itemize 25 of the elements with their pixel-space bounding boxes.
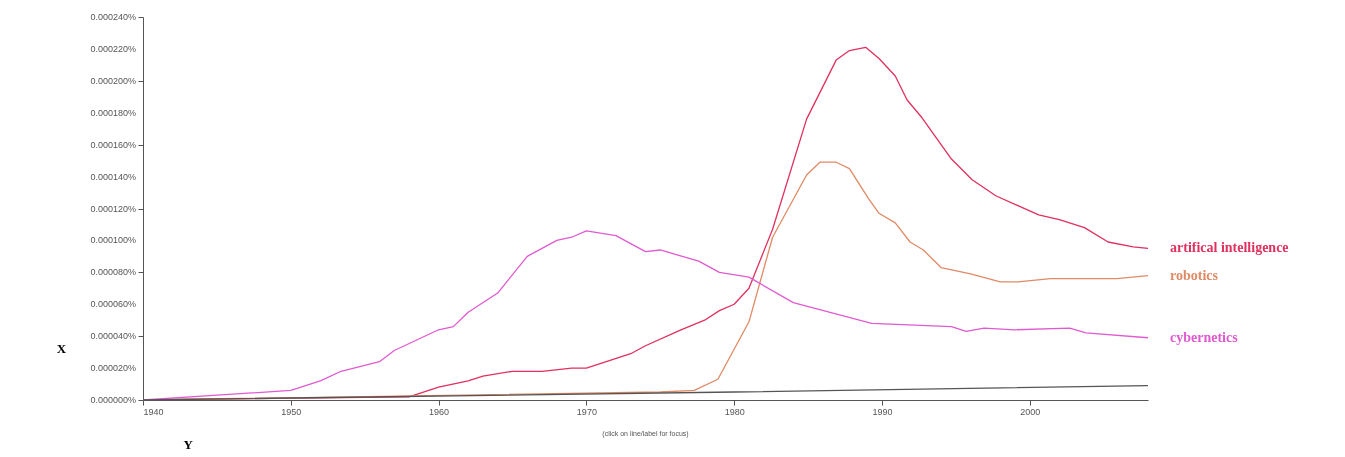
y-tick-label: 0.000000% — [90, 395, 136, 405]
y-tick-label: 0.000040% — [90, 331, 136, 342]
y-tick-label: 0.000160% — [90, 139, 136, 150]
x-tick-label: 1970 — [576, 406, 597, 417]
y-tick-label: 0.000080% — [90, 267, 136, 278]
y-tick-label: 0.000120% — [90, 203, 136, 214]
series-label: robotics — [1170, 267, 1219, 283]
y-tick-label: 0.000240% — [90, 12, 136, 22]
series-label: cybernetics — [1170, 329, 1239, 345]
y-tick-label: 0.000220% — [90, 43, 136, 54]
y-tick-label: 0.000180% — [90, 107, 136, 118]
y-tick-label: 0.000020% — [90, 363, 136, 374]
x-tick-label: 1960 — [429, 406, 450, 417]
x-tick-label: 1940 — [143, 406, 164, 417]
y-axis-title: X — [56, 340, 67, 356]
y-tick-label: 0.000200% — [90, 75, 136, 86]
x-tick-label: 1980 — [724, 406, 745, 417]
y-tick-label: 0.000140% — [90, 171, 136, 182]
series-label: artifical intelligence — [1170, 240, 1289, 256]
x-tick-label: 1990 — [872, 406, 893, 417]
x-tick-label: 1950 — [281, 406, 302, 417]
x-axis-title: Y — [183, 436, 194, 452]
y-tick-label: 0.000100% — [90, 235, 136, 246]
y-tick-label: 0.000060% — [90, 299, 136, 310]
x-tick-label: 2000 — [1020, 406, 1041, 417]
